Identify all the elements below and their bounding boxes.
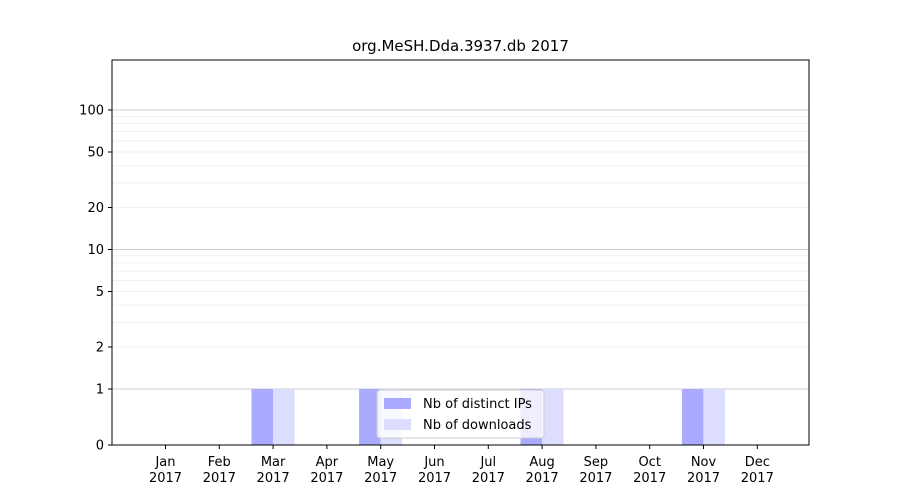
x-tick-label-line: 2017 — [364, 471, 397, 486]
x-tick-label-line: Jun — [423, 455, 444, 470]
x-tick-label-line: 2017 — [418, 471, 451, 486]
x-tick-label: Sep 2017 — [579, 455, 612, 486]
legend-swatch — [384, 419, 411, 430]
legend: Nb of distinct IPs Nb of downloads — [376, 389, 545, 439]
x-tick-label-line: Aug — [529, 455, 554, 470]
x-tick-label-line: 2017 — [633, 471, 666, 486]
grid-lines — [112, 109, 809, 390]
x-tick-label: Oct 2017 — [633, 455, 666, 486]
y-tick-label: 1 — [96, 383, 104, 398]
x-tick-label-line: Sep — [584, 455, 609, 470]
bar-distinct-ips — [251, 389, 273, 445]
x-tick-label-line: Dec — [745, 455, 770, 470]
legend-swatch — [384, 398, 411, 409]
y-tick-label: 10 — [87, 243, 104, 258]
x-tick-label-line: 2017 — [579, 471, 612, 486]
x-tick-label-line: Jan — [154, 455, 175, 470]
x-tick-label: Mar 2017 — [257, 455, 290, 486]
y-tick-label: 2 — [96, 341, 104, 356]
x-tick-label-line: Jul — [479, 455, 496, 470]
x-tick-label: Feb 2017 — [203, 455, 236, 486]
y-axis: 0 1 2 5 10 20 50 100 — [79, 104, 112, 454]
x-tick-label: May 2017 — [364, 455, 397, 486]
bar-downloads — [273, 389, 295, 445]
x-tick-label-line: 2017 — [257, 471, 290, 486]
y-tick-label: 100 — [79, 104, 104, 119]
x-tick-label-line: 2017 — [149, 471, 182, 486]
y-tick-label: 20 — [87, 201, 104, 216]
bar-downloads — [703, 389, 725, 445]
x-tick-label-line: Apr — [316, 455, 339, 470]
plot-frame — [111, 59, 810, 446]
legend-box — [376, 389, 545, 439]
x-tick-label: Jul 2017 — [472, 455, 505, 486]
x-tick-label-line: 2017 — [687, 471, 720, 486]
x-tick-label-line: 2017 — [741, 471, 774, 486]
legend-label: Nb of distinct IPs — [423, 397, 532, 412]
x-tick-label-line: Mar — [261, 455, 286, 470]
bar-distinct-ips — [681, 389, 704, 445]
chart-title: org.MeSH.Dda.3937.db 2017 — [352, 37, 569, 55]
x-tick-label: Jan 2017 — [149, 455, 182, 486]
x-tick-label-line: 2017 — [526, 471, 559, 486]
x-tick-label: Jun 2017 — [418, 455, 451, 486]
y-tick-label: 0 — [96, 439, 104, 454]
legend-label: Nb of downloads — [423, 418, 532, 433]
y-tick-label: 50 — [87, 145, 104, 160]
x-tick-label-line: Nov — [691, 455, 717, 470]
bar-downloads — [542, 389, 564, 445]
y-tick-label: 5 — [96, 285, 104, 300]
bar-distinct-ips — [359, 389, 381, 445]
x-tick-label: Nov 2017 — [687, 455, 720, 486]
x-tick-label-line: Oct — [638, 455, 660, 470]
x-tick-label-line: 2017 — [310, 471, 343, 486]
x-tick-label: Aug 2017 — [526, 455, 559, 486]
x-tick-label: Apr 2017 — [310, 455, 343, 486]
x-tick-label: Dec 2017 — [741, 455, 774, 486]
x-tick-label-line: 2017 — [472, 471, 505, 486]
x-tick-label-line: 2017 — [203, 471, 236, 486]
x-tick-label-line: May — [367, 455, 394, 470]
x-tick-label-line: Feb — [208, 455, 231, 470]
